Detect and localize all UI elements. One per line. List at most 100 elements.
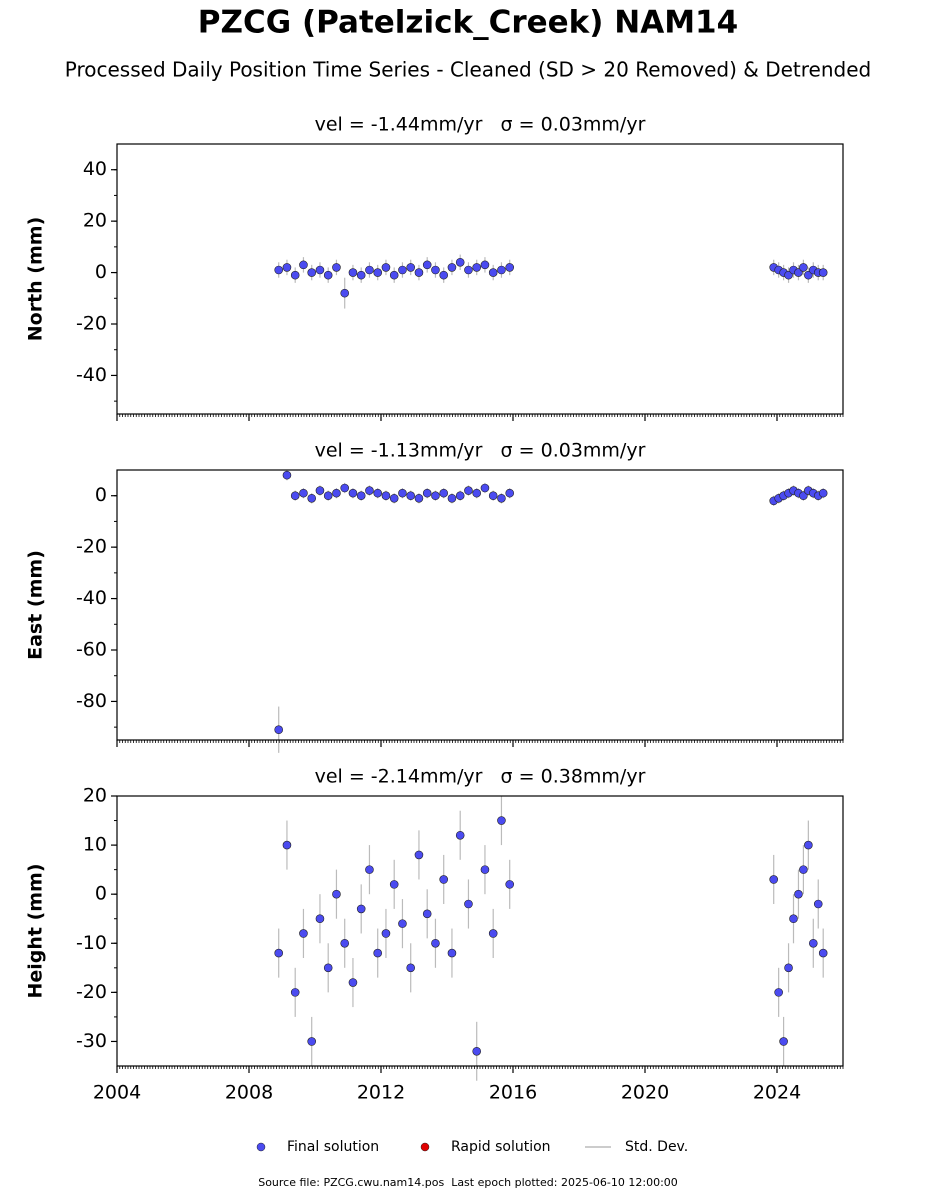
data-point <box>389 880 399 889</box>
data-point <box>447 948 457 958</box>
data-point <box>455 830 465 840</box>
figure-title: PZCG (Patelzick_Creek) NAM14 <box>198 5 738 41</box>
data-point <box>439 488 449 498</box>
y-tick-label: -20 <box>76 981 107 1003</box>
data-point <box>373 268 383 277</box>
y-tick-label: 40 <box>83 158 107 180</box>
data-point <box>497 493 506 503</box>
data-point <box>488 268 498 277</box>
y-tick-label: -20 <box>76 536 107 558</box>
x-tick-label: 2016 <box>489 1082 537 1104</box>
y-axis-label: East (mm) <box>25 550 47 660</box>
data-point <box>794 889 803 899</box>
legend-marker <box>420 1142 430 1152</box>
data-point <box>794 268 803 277</box>
data-point <box>290 988 300 997</box>
data-point <box>488 929 498 938</box>
data-point <box>299 260 308 270</box>
data-point <box>422 488 432 498</box>
data-point <box>464 486 473 495</box>
data-point <box>447 263 457 272</box>
data-point <box>818 948 828 958</box>
y-tick-label: -30 <box>76 1030 107 1052</box>
data-point <box>480 865 490 874</box>
data-point <box>818 268 828 277</box>
data-point <box>808 938 818 948</box>
legend-label: Rapid solution <box>451 1139 551 1155</box>
y-axis-label: North (mm) <box>25 217 47 342</box>
data-point <box>282 263 292 272</box>
data-point <box>480 483 490 493</box>
data-point <box>290 270 300 280</box>
figure-subtitle: Processed Daily Position Time Series - C… <box>65 58 871 82</box>
data-point <box>365 486 374 495</box>
data-point <box>282 470 292 480</box>
data-point <box>323 963 333 973</box>
data-point <box>488 491 498 501</box>
data-point <box>274 948 284 958</box>
data-point <box>799 491 808 501</box>
data-point <box>307 493 317 503</box>
x-tick-label: 2004 <box>93 1082 141 1104</box>
x-tick-label: 2008 <box>225 1082 273 1104</box>
legend-label: Std. Dev. <box>625 1139 688 1155</box>
y-tick-label: -10 <box>76 932 107 954</box>
data-point <box>422 260 432 270</box>
plot-frame <box>116 795 844 1067</box>
data-point <box>323 491 333 501</box>
data-point <box>813 899 823 909</box>
data-point <box>307 268 317 277</box>
data-point <box>784 270 793 280</box>
data-point <box>389 493 399 503</box>
data-point <box>464 265 473 275</box>
data-point <box>505 488 515 498</box>
data-point <box>799 263 808 272</box>
panel-title: vel = -1.44mm/yr σ = 0.03mm/yr <box>315 114 646 136</box>
data-point <box>422 909 432 919</box>
y-tick-label: 20 <box>83 210 107 232</box>
data-point <box>406 963 416 973</box>
y-tick-label: 20 <box>83 785 107 807</box>
data-point <box>431 938 440 948</box>
y-tick-label: -80 <box>76 690 107 712</box>
x-tick-label: 2024 <box>753 1082 801 1104</box>
data-point <box>381 491 391 501</box>
data-point <box>784 963 793 973</box>
data-point <box>381 263 391 272</box>
data-point <box>315 265 325 275</box>
data-point <box>356 491 366 501</box>
data-point <box>365 265 374 275</box>
data-point <box>464 899 473 909</box>
data-point <box>774 988 783 997</box>
legend-marker <box>256 1142 266 1152</box>
data-point <box>406 491 416 501</box>
data-point <box>779 1037 788 1046</box>
y-tick-label: 10 <box>83 834 107 856</box>
data-point <box>455 491 465 501</box>
data-point <box>290 491 300 501</box>
data-point <box>307 1037 317 1046</box>
y-tick-label: 0 <box>95 484 107 506</box>
x-tick-label: 2020 <box>621 1082 669 1104</box>
legend-label: Final solution <box>287 1139 379 1155</box>
data-point <box>348 488 358 498</box>
data-point <box>414 268 424 277</box>
data-point <box>381 929 391 938</box>
data-point <box>804 270 813 280</box>
panel-title: vel = -1.13mm/yr σ = 0.03mm/yr <box>315 440 646 462</box>
data-point <box>431 491 440 501</box>
y-tick-label: -40 <box>76 587 107 609</box>
data-point <box>340 483 350 493</box>
data-point <box>431 265 440 275</box>
data-point <box>480 260 490 270</box>
data-point <box>818 488 828 498</box>
data-point <box>804 840 813 850</box>
data-point <box>472 488 482 498</box>
y-axis-label: Height (mm) <box>25 863 47 998</box>
data-point <box>472 263 482 272</box>
data-point <box>398 919 407 928</box>
data-point <box>332 263 341 272</box>
plot-frame <box>116 469 844 741</box>
data-point <box>315 914 325 924</box>
